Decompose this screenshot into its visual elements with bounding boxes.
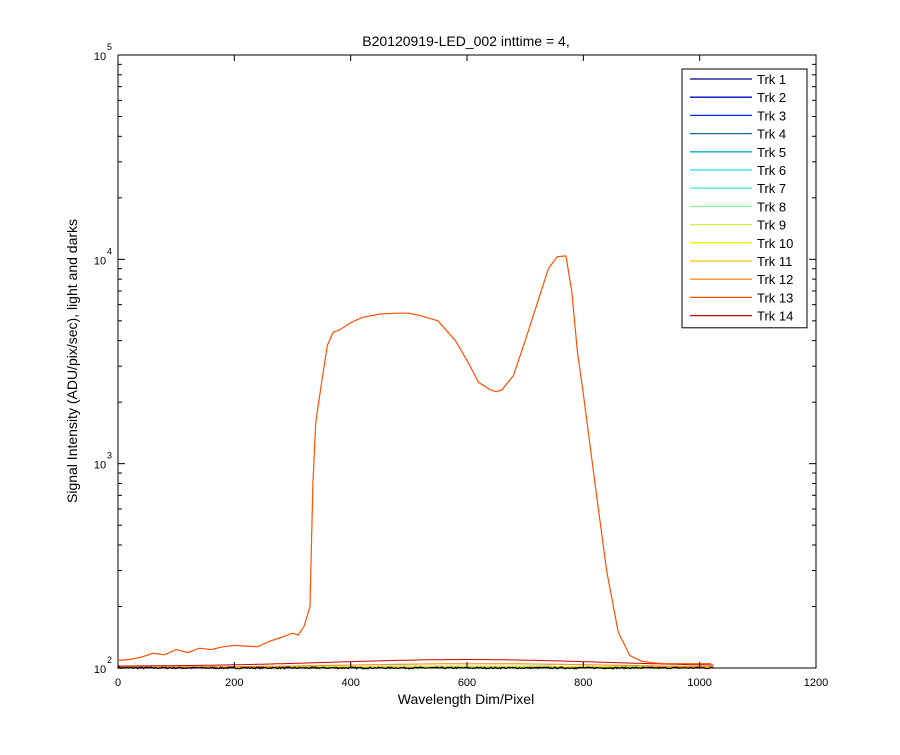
y-tick-label: 10 (94, 255, 106, 267)
legend-label: Trk 3 (757, 108, 786, 123)
legend-label: Trk 14 (757, 309, 793, 324)
y-tick-label: 10 (94, 664, 106, 676)
x-axis-label: Wavelength Dim/Pixel (398, 691, 534, 707)
legend-label: Trk 13 (757, 290, 793, 305)
x-tick-label: 1200 (804, 677, 828, 689)
y-tick-exponent: 3 (107, 451, 112, 461)
series-line (118, 659, 714, 667)
legend-label: Trk 10 (757, 236, 793, 251)
y-axis-label: Signal Intensity (ADU/pix/sec), light an… (64, 219, 80, 503)
legend-label: Trk 8 (757, 199, 786, 214)
legend-label: Trk 12 (757, 272, 793, 287)
data-layer (117, 255, 714, 670)
dark-noise-line (117, 666, 714, 670)
legend-label: Trk 4 (757, 127, 786, 142)
x-tick-label: 200 (225, 677, 243, 689)
y-tick-exponent: 4 (107, 246, 112, 256)
legend-label: Trk 7 (757, 181, 786, 196)
x-tick-label: 800 (574, 677, 592, 689)
x-tick-label: 0 (115, 677, 121, 689)
y-tick-label: 10 (94, 460, 106, 472)
legend-label: Trk 5 (757, 145, 786, 160)
x-tick-label: 600 (458, 677, 476, 689)
legend-label: Trk 2 (757, 90, 786, 105)
y-tick-exponent: 2 (107, 655, 112, 665)
chart-title: B20120919-LED_002 inttime = 4, (362, 33, 569, 49)
x-tick-label: 1000 (687, 677, 711, 689)
legend: Trk 1 Trk 2 Trk 3 Trk 4 Trk 5 Trk 6 Trk 7 Trk 8… (681, 68, 808, 329)
legend-label: Trk 1 (757, 72, 786, 87)
series-line (118, 663, 714, 668)
x-tick-label: 400 (341, 677, 359, 689)
y-tick-exponent: 5 (107, 42, 112, 52)
legend-box (681, 68, 808, 329)
legend-label: Trk 9 (757, 218, 786, 233)
legend-label: Trk 6 (757, 163, 786, 178)
legend-label: Trk 11 (757, 254, 792, 269)
series-line (117, 255, 712, 665)
y-tick-label: 10 (94, 51, 106, 63)
